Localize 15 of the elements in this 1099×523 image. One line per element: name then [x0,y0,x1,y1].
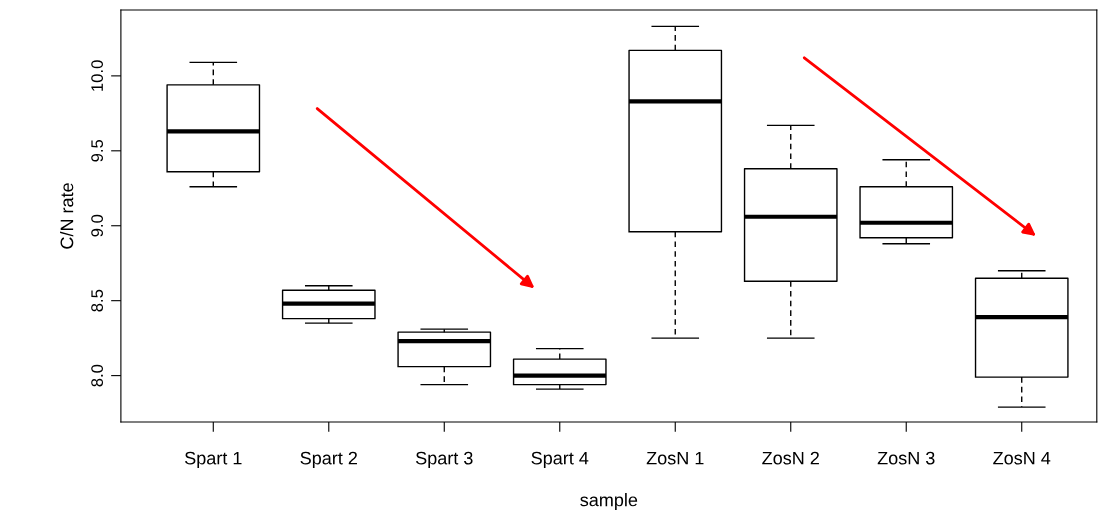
x-tick-label: Spart 1 [185,451,242,469]
y-tick-label: 9.0 [91,214,104,237]
x-axis-title: sample [580,493,638,510]
x-tick-label: ZosN 3 [877,451,935,465]
x-tick-label: Spart 4 [531,451,589,469]
x-tick-label: Spart 3 [415,451,473,469]
x-tick-label: Spart 2 [300,451,357,469]
x-tick-label: ZosN 2 [762,451,819,465]
y-axis-title: C/N rate [60,183,74,249]
y-tick-label: 8.5 [91,289,104,312]
y-tick-label: 10.0 [91,60,104,91]
y-tick-label: 9.5 [91,139,104,162]
y-tick-label: 8.0 [91,364,104,387]
x-tick-label: ZosN 1 [646,451,704,465]
x-tick-label: ZosN 4 [993,451,1051,465]
